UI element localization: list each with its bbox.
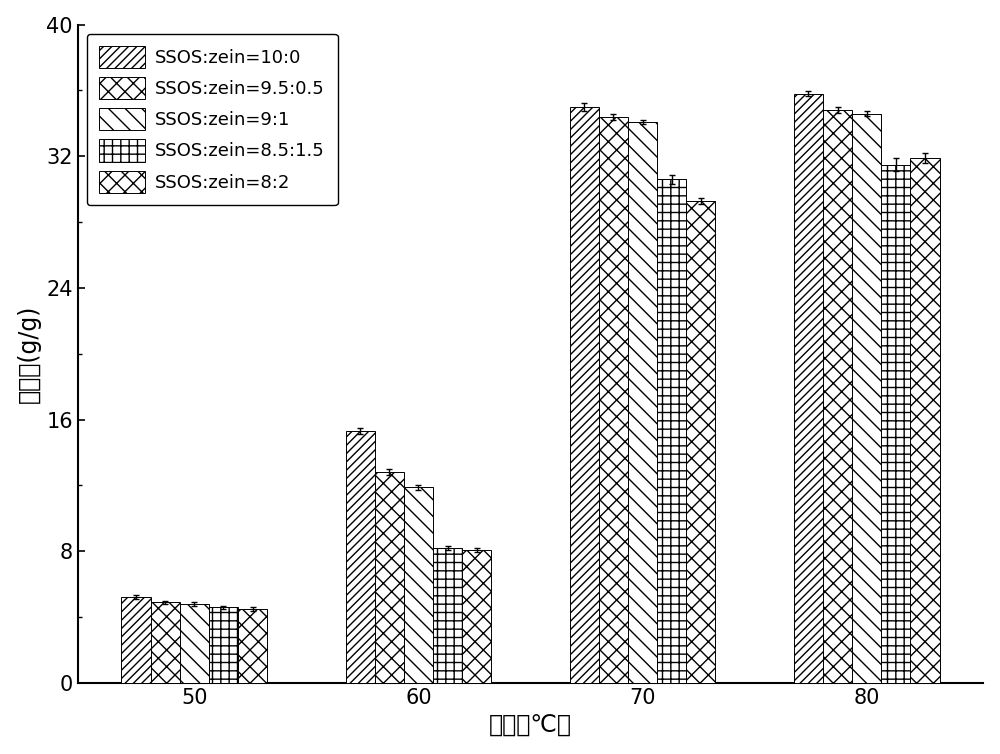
X-axis label: 温度（℃）: 温度（℃） [489, 713, 572, 737]
Bar [209, 607, 238, 683]
Bar [180, 604, 209, 683]
Bar [794, 93, 823, 683]
Bar [910, 158, 940, 683]
Bar [404, 487, 433, 683]
Bar [346, 431, 375, 683]
Bar [881, 164, 910, 683]
Bar [462, 550, 491, 683]
Bar [375, 472, 404, 683]
Bar [151, 602, 180, 683]
Bar [657, 179, 686, 683]
Bar [628, 121, 657, 683]
Bar [570, 107, 599, 683]
Bar [686, 201, 715, 683]
Bar [238, 609, 267, 683]
Legend: SSOS:zein=10:0, SSOS:zein=9.5:0.5, SSOS:zein=9:1, SSOS:zein=8.5:1.5, SSOS:zein=8: SSOS:zein=10:0, SSOS:zein=9.5:0.5, SSOS:… [87, 34, 338, 205]
Y-axis label: 溶胀力(g/g): 溶胀力(g/g) [17, 305, 41, 403]
Bar [823, 110, 852, 683]
Bar [599, 117, 628, 683]
Bar [433, 548, 462, 683]
Bar [121, 597, 151, 683]
Bar [852, 114, 881, 683]
